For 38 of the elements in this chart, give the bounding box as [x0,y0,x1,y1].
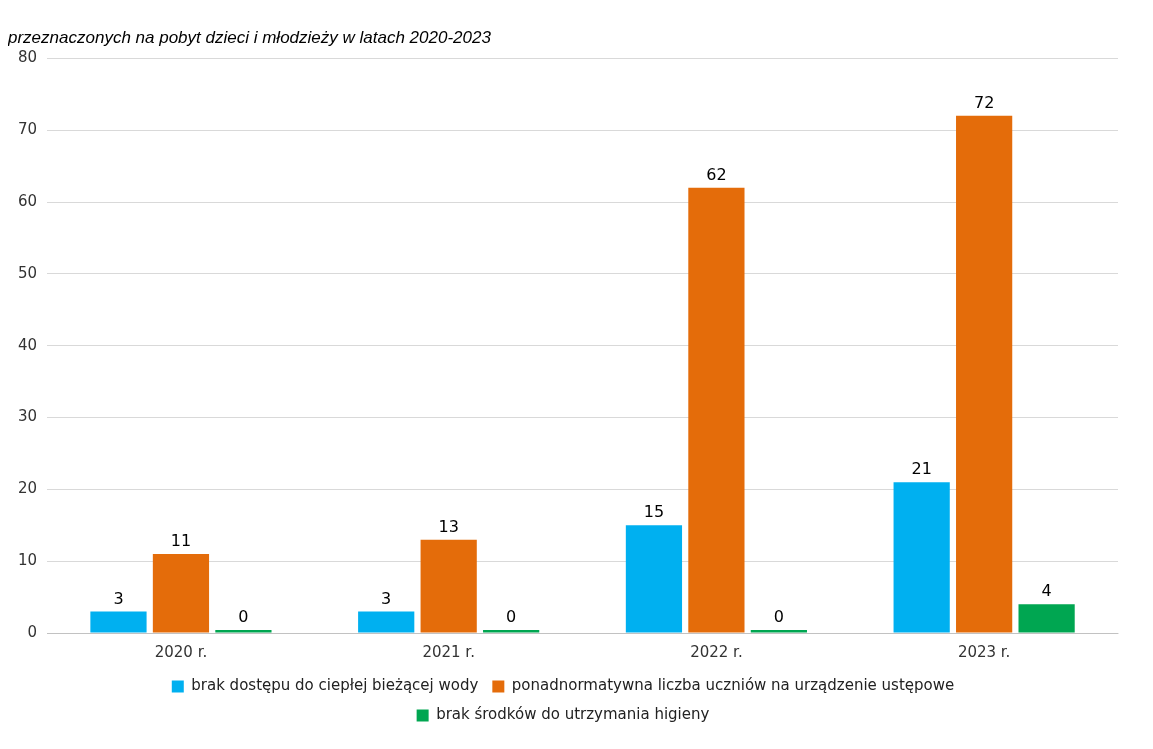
bar [893,482,950,633]
bar [956,115,1013,633]
data-label: 11 [170,531,192,551]
data-label: 0 [773,607,784,627]
x-tick-label: 2020 r. [154,642,208,661]
legend-label: ponadnormatywna liczba uczniów na urządzenie ustępowe [511,676,955,695]
data-label: 72 [973,93,995,113]
data-label: 0 [506,607,517,627]
y-tick-label: 70 [17,120,38,139]
x-tick-label: 2023 r. [957,642,1011,661]
bar [420,539,477,633]
y-tick-label: 80 [17,48,38,67]
data-label: 15 [643,502,665,522]
data-label: 0 [238,607,249,627]
legend-label: brak środków do utrzymania higieny [436,705,710,724]
y-tick-label: 40 [17,335,38,354]
data-label: 13 [438,516,459,536]
y-tick-label: 60 [17,191,38,210]
bar [358,611,415,633]
y-tick-label: 20 [17,479,38,498]
data-label: 4 [1041,581,1052,601]
x-tick-label: 2022 r. [690,642,743,661]
bar [1018,604,1075,633]
data-label: 3 [113,588,124,608]
y-tick-label: 0 [27,622,38,641]
y-tick-label: 30 [17,407,38,426]
bar [152,553,210,633]
x-tick-label: 2021 r. [422,642,475,661]
data-label: 3 [381,588,392,608]
legend-label: brak dostępu do ciepłej bieżącej wody [191,676,479,695]
data-label: 21 [911,459,932,479]
bar [90,611,147,633]
data-label: 62 [706,164,727,184]
bar [688,187,745,633]
y-tick-label: 50 [17,263,38,282]
y-tick-label: 10 [17,551,38,570]
bar [625,525,683,633]
chart-title: przeznaczonych na pobyt dzieci i młodzieży w latach 2020-2023 [7,27,492,47]
